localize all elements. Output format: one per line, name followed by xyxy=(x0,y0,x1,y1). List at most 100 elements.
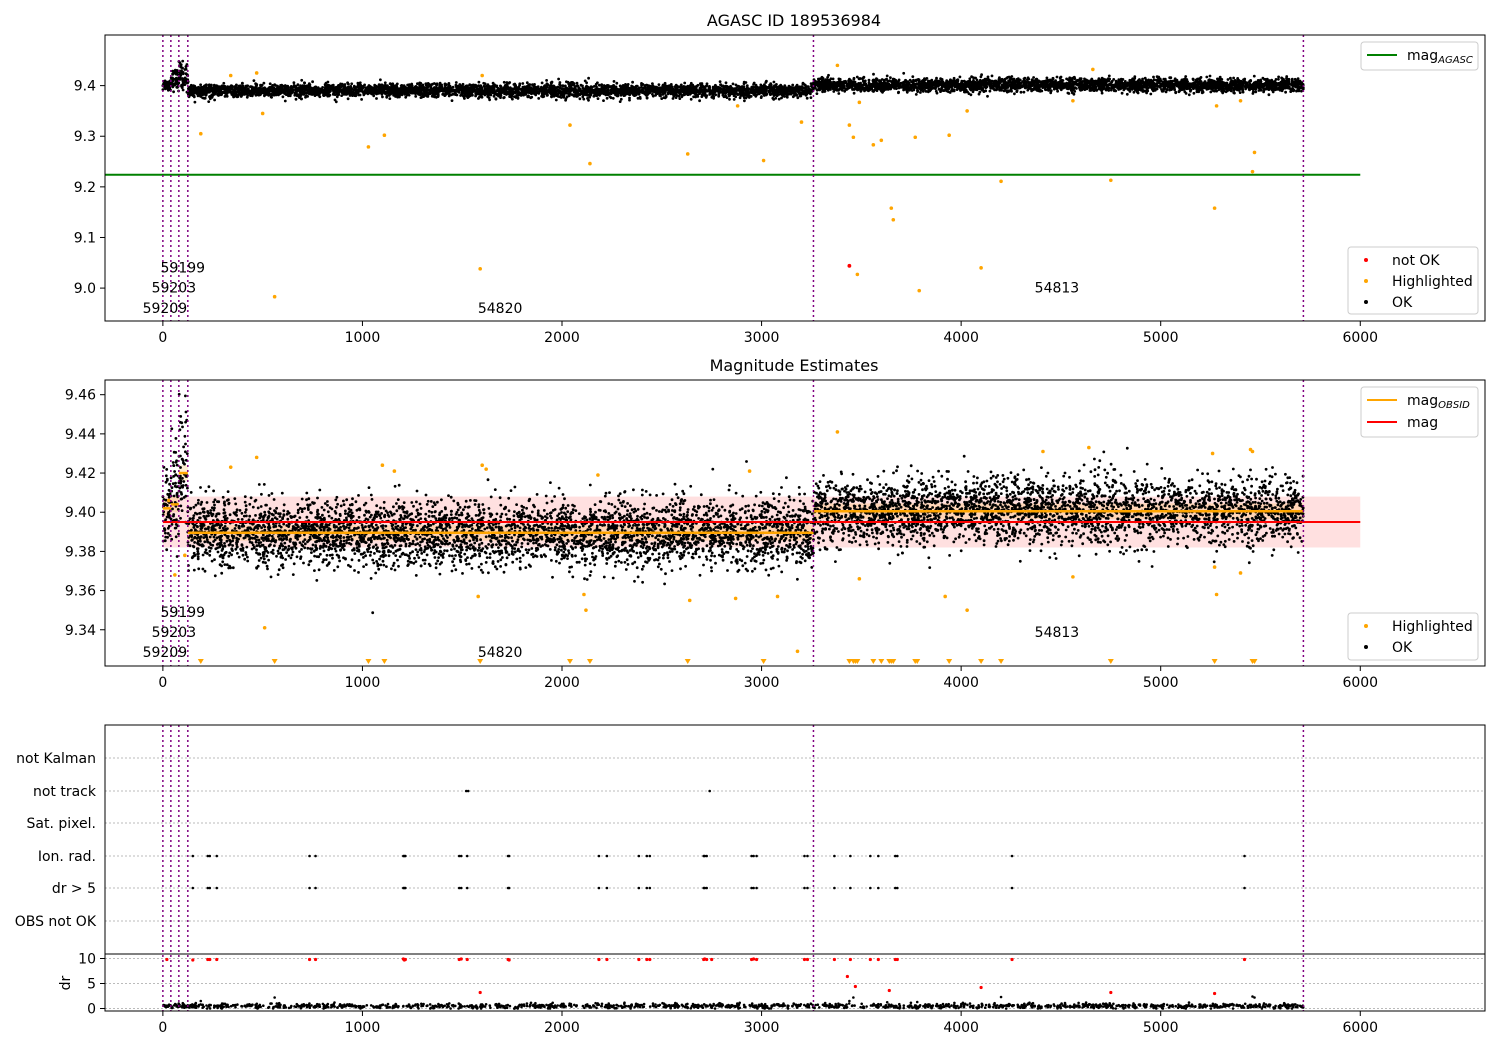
ok-point xyxy=(673,85,677,89)
ok-point xyxy=(759,88,762,92)
ok-point xyxy=(592,94,596,98)
ok-point xyxy=(734,83,738,87)
ok-point xyxy=(704,84,708,88)
ok-point xyxy=(671,92,675,96)
ok-point xyxy=(252,87,256,91)
ok-point xyxy=(718,80,722,83)
ok-point xyxy=(721,93,725,97)
ok-point xyxy=(377,91,381,95)
ok-point xyxy=(529,92,533,95)
ok-point xyxy=(734,95,738,99)
ok-point xyxy=(545,79,548,82)
ok-point xyxy=(615,81,619,85)
ok-point xyxy=(513,82,517,86)
ok-point xyxy=(744,81,748,84)
ok-point xyxy=(589,92,592,95)
ok-point xyxy=(394,92,398,96)
ok-point xyxy=(201,93,204,96)
ok-point xyxy=(235,95,239,99)
ok-point xyxy=(479,87,483,91)
ok-point xyxy=(169,76,173,80)
ok-point xyxy=(489,88,493,91)
ok-point xyxy=(598,90,602,93)
ok-point xyxy=(693,88,697,92)
ok-point xyxy=(326,91,329,95)
ok-point xyxy=(297,86,301,89)
ok-point xyxy=(201,96,205,100)
ok-point xyxy=(464,84,468,88)
ok-point xyxy=(419,89,423,93)
ok-point xyxy=(296,83,300,87)
ok-point xyxy=(375,90,379,93)
ok-point xyxy=(300,86,304,89)
ok-point xyxy=(349,85,353,88)
ok-point xyxy=(657,83,661,86)
ok-point xyxy=(246,88,249,92)
ok-point xyxy=(581,95,585,99)
ok-point xyxy=(333,98,337,102)
ok-point xyxy=(837,92,841,95)
ok-point xyxy=(224,94,228,98)
ok-point xyxy=(628,87,632,91)
ok-point xyxy=(596,81,599,85)
ok-point xyxy=(270,92,273,96)
ok-point xyxy=(679,86,683,89)
ok-point xyxy=(696,95,700,98)
ok-point xyxy=(719,87,722,91)
ok-point xyxy=(441,89,445,93)
ok-point xyxy=(723,95,727,98)
ok-point xyxy=(269,87,272,90)
ok-point xyxy=(540,87,544,91)
ok-point xyxy=(777,97,781,101)
ok-point xyxy=(388,82,392,86)
ok-point xyxy=(1252,74,1256,78)
ok-point xyxy=(663,86,667,90)
ok-point xyxy=(353,94,357,97)
ok-point xyxy=(672,94,676,98)
ok-point xyxy=(525,81,529,85)
ok-point xyxy=(635,88,639,91)
ok-point xyxy=(708,85,711,88)
ok-point xyxy=(777,93,781,96)
ok-point xyxy=(631,80,634,84)
ok-point xyxy=(483,82,487,86)
ok-point xyxy=(275,89,278,93)
ok-point xyxy=(503,90,507,94)
ok-point xyxy=(711,89,715,93)
ok-point xyxy=(596,97,600,100)
ok-point xyxy=(600,83,604,86)
ok-point xyxy=(650,88,654,91)
ok-point xyxy=(795,83,799,87)
ok-point xyxy=(353,88,357,91)
ok-point xyxy=(313,88,317,92)
ok-point xyxy=(692,85,696,89)
ok-point xyxy=(252,79,256,82)
ok-point xyxy=(173,82,177,86)
ok-point xyxy=(221,91,225,94)
ok-point xyxy=(621,88,624,92)
ok-point xyxy=(885,74,889,78)
ok-point xyxy=(286,89,290,93)
ok-point xyxy=(740,86,743,90)
ok-point xyxy=(611,90,615,94)
ok-point xyxy=(337,84,340,87)
ok-point xyxy=(594,88,597,91)
ok-point xyxy=(343,92,347,96)
ok-point xyxy=(255,83,259,86)
ok-point xyxy=(420,95,424,99)
ok-point xyxy=(738,96,742,100)
ok-point xyxy=(335,95,339,99)
ok-point xyxy=(521,85,525,89)
ok-point xyxy=(166,84,170,88)
ok-point xyxy=(536,90,540,94)
ok-point xyxy=(524,93,528,96)
ok-point xyxy=(691,88,694,92)
ok-point xyxy=(516,97,520,100)
ok-point xyxy=(772,80,776,84)
ok-point xyxy=(414,85,418,88)
ok-point xyxy=(586,94,589,97)
ok-point xyxy=(542,86,546,89)
ok-point xyxy=(677,94,681,98)
ok-point xyxy=(608,85,612,89)
